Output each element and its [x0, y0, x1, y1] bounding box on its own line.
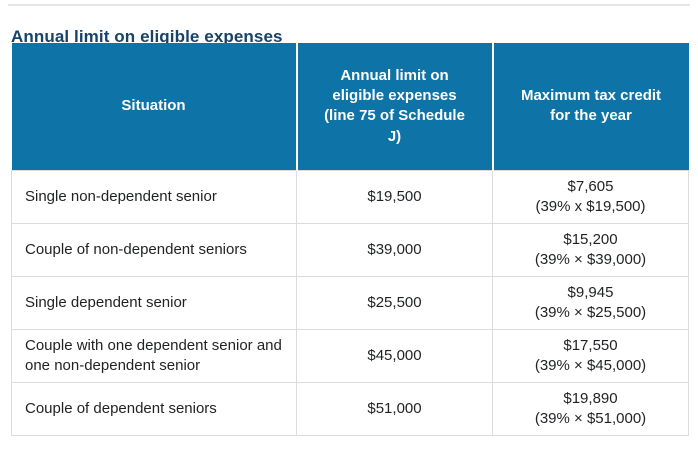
annual-limit-cell: $25,500 [296, 275, 493, 330]
header-row: Situation Annual limit on eligible expen… [11, 43, 689, 170]
situation-cell: Couple of non-dependent seniors [11, 222, 297, 277]
table-row: Single dependent senior $25,500 $9,945 (… [11, 275, 689, 330]
max-credit-cell: $15,200 (39% × $39,000) [492, 222, 689, 277]
situation-cell: Single dependent senior [11, 275, 297, 330]
table-row: Couple of dependent seniors $51,000 $19,… [11, 381, 689, 436]
eligible-expenses-table: Situation Annual limit on eligible expen… [11, 43, 689, 436]
annual-limit-cell: $19,500 [296, 169, 493, 224]
annual-limit-cell: $39,000 [296, 222, 493, 277]
situation-cell: Couple with one dependent senior and one… [11, 328, 297, 383]
top-divider [8, 4, 690, 6]
annual-limit-cell: $45,000 [296, 328, 493, 383]
page-title: Annual limit on eligible expenses [11, 27, 283, 47]
max-credit-cell: $19,890 (39% × $51,000) [492, 381, 689, 436]
table-row: Couple with one dependent senior and one… [11, 328, 689, 383]
header-cell-max-credit: Maximum tax credit for the year [491, 43, 689, 170]
max-credit-cell: $17,550 (39% × $45,000) [492, 328, 689, 383]
situation-cell: Couple of dependent seniors [11, 381, 297, 436]
situation-cell: Single non-dependent senior [11, 169, 297, 224]
table-row: Single non-dependent senior $19,500 $7,6… [11, 169, 689, 224]
header-cell-annual-limit: Annual limit on eligible expenses (line … [295, 43, 493, 170]
table-row: Couple of non-dependent seniors $39,000 … [11, 222, 689, 277]
max-credit-cell: $7,605 (39% x $19,500) [492, 169, 689, 224]
max-credit-cell: $9,945 (39% × $25,500) [492, 275, 689, 330]
table-body: Single non-dependent senior $19,500 $7,6… [11, 169, 689, 436]
annual-limit-cell: $51,000 [296, 381, 493, 436]
header-cell-situation: Situation [11, 43, 297, 170]
table-header: Situation Annual limit on eligible expen… [11, 43, 689, 170]
